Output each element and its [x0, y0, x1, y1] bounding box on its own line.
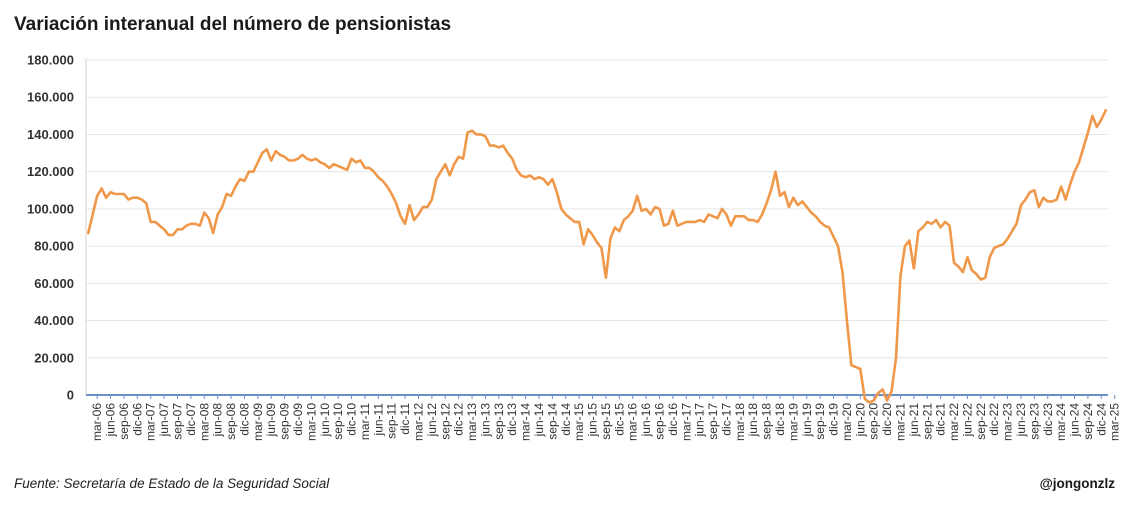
y-tick-label: 160.000	[27, 90, 74, 105]
x-tick-label: dic-09	[291, 403, 305, 436]
x-tick-label: mar-06	[90, 403, 104, 441]
x-tick-label: jun-10	[318, 403, 332, 438]
x-tick-label: jun-17	[693, 403, 707, 438]
series-layer	[86, 108, 1108, 404]
x-tick-label: sep-15	[599, 403, 613, 440]
x-tick-label: sep-17	[706, 403, 720, 440]
source-note: Fuente: Secretaría de Estado de la Segur…	[14, 476, 330, 491]
x-tick-label: sep-06	[117, 403, 131, 440]
x-tick-label: sep-07	[170, 403, 184, 440]
x-tick-label: sep-13	[492, 403, 506, 440]
y-tick-label: 20.000	[34, 350, 74, 365]
x-tick-label: sep-11	[385, 403, 399, 439]
x-tick-label: mar-22	[947, 403, 961, 441]
x-tick-label: jun-22	[960, 403, 974, 438]
x-tick-label: mar-24	[1054, 403, 1068, 441]
x-tick-label: jun-16	[639, 403, 653, 438]
x-tick-label: dic-15	[612, 403, 626, 436]
x-tick-label: dic-07	[184, 403, 198, 436]
x-tick-label: jun-12	[425, 403, 439, 438]
x-tick-label: mar-11	[358, 403, 372, 440]
x-tick-label: dic-19	[827, 403, 841, 436]
y-tick-label: 120.000	[27, 164, 74, 179]
x-tick-label: sep-18	[760, 403, 774, 440]
x-tick-label: mar-15	[572, 403, 586, 441]
x-tick-label: jun-07	[157, 403, 171, 438]
x-tick-label: jun-14	[532, 403, 546, 438]
x-tick-label: sep-16	[652, 403, 666, 440]
x-tick-label: sep-10	[331, 403, 345, 440]
x-tick-label: jun-24	[1068, 403, 1082, 438]
author-handle: @jongonzlz	[1039, 476, 1115, 491]
x-tick-label: mar-19	[786, 403, 800, 441]
x-tick-label: jun-18	[746, 403, 760, 438]
x-tick-label: jun-13	[478, 403, 492, 438]
x-tick-label: dic-14	[559, 403, 573, 436]
x-tick-label: mar-07	[144, 403, 158, 441]
x-tick-label: mar-21	[893, 403, 907, 441]
x-tick-label: sep-19	[813, 403, 827, 440]
x-tick-label: mar-08	[197, 403, 211, 441]
x-tick-label: jun-23	[1014, 403, 1028, 438]
x-tick-label: sep-20	[867, 403, 881, 440]
x-tick-label: dic-21	[934, 403, 948, 436]
x-tick-label: jun-19	[800, 403, 814, 438]
x-tick-label: jun-06	[104, 403, 118, 438]
x-tick-label: jun-20	[853, 403, 867, 438]
x-tick-label: mar-12	[411, 403, 425, 441]
x-tick-label: dic-08	[237, 403, 251, 436]
x-tick-label: sep-24	[1081, 403, 1095, 440]
x-tick-label: mar-25	[1108, 403, 1122, 441]
x-tick-label: dic-24	[1094, 403, 1108, 436]
x-tick-label: mar-16	[626, 403, 640, 441]
x-tick-label: dic-12	[452, 403, 466, 436]
x-tick-label: dic-10	[345, 403, 359, 436]
x-tick-label: sep-12	[438, 403, 452, 440]
x-tick-label: dic-13	[505, 403, 519, 436]
x-tick-label: dic-11	[398, 403, 412, 435]
chart-title: Variación interanual del número de pensi…	[14, 14, 452, 35]
x-tick-label: sep-23	[1027, 403, 1041, 440]
x-tick-label: mar-09	[251, 403, 265, 441]
y-tick-label: 60.000	[34, 276, 74, 291]
x-tick-label: dic-23	[1041, 403, 1055, 436]
x-tick-label: sep-22	[974, 403, 988, 440]
x-tick-label: dic-18	[773, 403, 787, 436]
x-tick-label: dic-06	[130, 403, 144, 436]
y-tick-label: 0	[67, 388, 74, 403]
x-tick-label: jun-21	[907, 403, 921, 438]
x-tick-label: mar-18	[733, 403, 747, 441]
gridlines	[86, 59, 1108, 359]
y-tick-label: 180.000	[27, 53, 74, 68]
x-tick-label: dic-20	[880, 403, 894, 436]
x-tick-label: sep-08	[224, 403, 238, 440]
y-tick-label: 40.000	[34, 313, 74, 328]
y-tick-label: 140.000	[27, 127, 74, 142]
y-tick-label: 80.000	[34, 239, 74, 254]
x-axis: mar-06 jun-06 sep-06 dic-06 mar-07 jun-07 sep-…	[86, 394, 1122, 441]
x-tick-label: sep-14	[545, 403, 559, 440]
x-tick-label: mar-10	[304, 403, 318, 441]
x-tick-label: dic-16	[666, 403, 680, 436]
x-tick-label: mar-13	[465, 403, 479, 441]
x-tick-label: mar-14	[519, 403, 533, 441]
line-chart: 0 20.000 40.000 60.000 80.000 100.000 120.000 1…	[27, 53, 1122, 442]
series-line	[86, 108, 1108, 404]
x-tick-label: sep-09	[278, 403, 292, 440]
x-tick-label: jun-15	[586, 403, 600, 438]
x-tick-label: dic-22	[987, 403, 1001, 436]
x-tick-label: mar-23	[1001, 403, 1015, 441]
x-tick-label: jun-09	[264, 403, 278, 438]
x-tick-label: jun-08	[211, 403, 225, 438]
x-tick-label: jun-11	[371, 403, 385, 437]
y-tick-label: 100.000	[27, 201, 74, 216]
y-axis: 0 20.000 40.000 60.000 80.000 100.000 120.000 1…	[27, 53, 87, 403]
x-tick-label: sep-21	[920, 403, 934, 440]
x-tick-label: mar-20	[840, 403, 854, 441]
x-tick-label: mar-17	[679, 403, 693, 441]
x-tick-label: dic-17	[719, 403, 733, 436]
